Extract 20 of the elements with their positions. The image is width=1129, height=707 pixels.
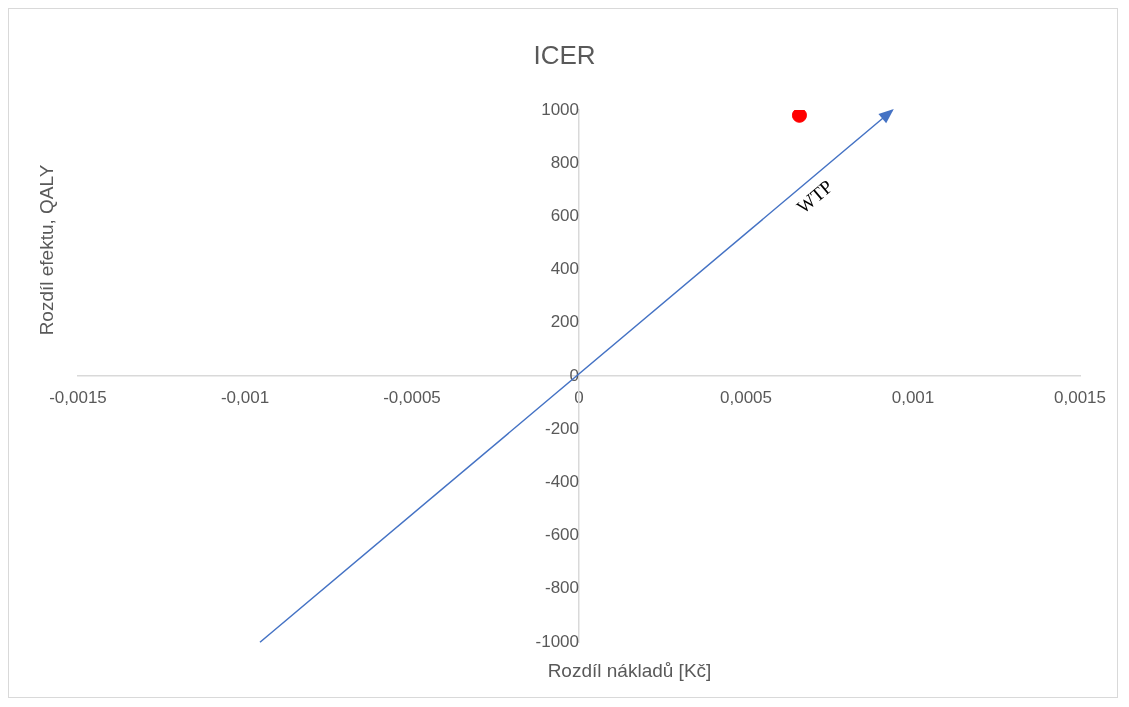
x-tick-label: -0,0015 <box>49 387 107 407</box>
y-tick-label: -1000 <box>535 631 579 651</box>
x-tick-label: 0,0015 <box>1054 387 1106 407</box>
chart-title: ICER <box>532 40 597 71</box>
y-tick-label: -200 <box>544 418 579 438</box>
x-tick-label: 0,001 <box>891 387 935 407</box>
y-tick-label: 200 <box>550 312 579 332</box>
annotation: WTP <box>792 176 838 219</box>
y-tick-label: 600 <box>550 206 579 226</box>
x-axis-title: Rozdíl nákladů [Kč] <box>546 660 713 682</box>
y-tick-label: 1000 <box>541 99 579 119</box>
y-tick-label: -800 <box>544 578 579 598</box>
y-tick-label: 800 <box>550 152 579 172</box>
y-tick-label: -400 <box>544 472 579 492</box>
x-tick-label: -0,001 <box>220 387 270 407</box>
x-tick-label: -0,0005 <box>383 387 441 407</box>
y-tick-label: 400 <box>550 259 579 279</box>
x-tick-label: 0,0005 <box>720 387 772 407</box>
y-tick-label: -600 <box>544 525 579 545</box>
y-axis-title: Rozdíl efektu, QALY <box>36 164 58 336</box>
